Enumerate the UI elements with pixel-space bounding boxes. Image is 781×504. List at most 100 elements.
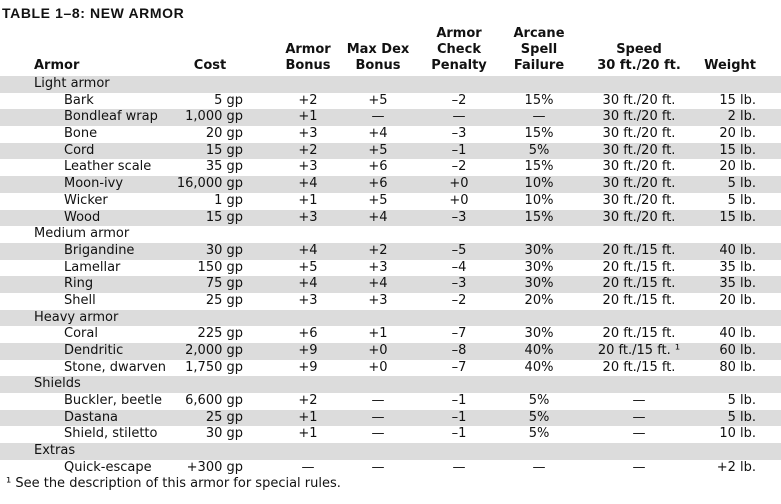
- armor-name: Dastana: [64, 409, 119, 425]
- speed-cell: 30 ft./20 ft.: [602, 92, 676, 108]
- check-penalty-cell: –1: [451, 409, 467, 425]
- spell-failure-cell: 40%: [524, 359, 554, 375]
- armor-bonus-cell: +6: [298, 326, 318, 342]
- armor-name: Dendritic: [64, 343, 124, 358]
- check-penalty-cell: –1: [451, 426, 467, 442]
- armor-bonus-cell: +4: [298, 276, 318, 292]
- check-penalty-cell: –1: [451, 142, 467, 158]
- cost-cell: 75 gp: [205, 276, 243, 292]
- spell-failure-cell: 30%: [524, 259, 554, 275]
- header-armor-bonus-2: Bonus: [285, 58, 331, 73]
- category-label: Medium armor: [34, 226, 130, 242]
- check-penalty-cell: –5: [451, 242, 467, 258]
- armor-name: Wicker: [64, 192, 108, 208]
- weight-cell: 5 lb.: [727, 176, 756, 192]
- max-dex-cell: +0: [368, 343, 388, 358]
- cost-cell: 1,000 gp: [185, 109, 243, 125]
- max-dex-cell: —: [371, 426, 385, 442]
- weight-cell: 80 lb.: [719, 359, 756, 375]
- max-dex-cell: +3: [368, 259, 388, 275]
- armor-name: Brigandine: [64, 242, 135, 258]
- armor-name: Shell: [64, 292, 96, 308]
- armor-bonus-cell: +3: [298, 159, 318, 175]
- weight-cell: 35 lb.: [719, 276, 756, 292]
- armor-name: Stone, dwarven: [64, 359, 166, 375]
- cost-cell: 1,750 gp: [185, 359, 243, 375]
- table-row: Wood 15 gp +3 +4 –3 15% 30 ft./20 ft. 15 lb.: [0, 209, 781, 227]
- table-row: Lamellar 150 gp +5 +3 –4 30% 20 ft./15 ft. 35 l…: [0, 260, 781, 277]
- max-dex-cell: +4: [368, 209, 388, 225]
- armor-name: Ring: [64, 276, 94, 292]
- armor-bonus-cell: +1: [298, 409, 318, 425]
- spell-failure-cell: 30%: [524, 276, 554, 292]
- max-dex-cell: +6: [368, 176, 388, 192]
- weight-cell: 10 lb.: [719, 426, 756, 442]
- table-row: Moon-ivy 16,000 gp +4 +6 +0 10% 30 ft./20 ft. 5…: [0, 176, 781, 193]
- armor-bonus-cell: +3: [298, 209, 318, 225]
- table-row: Wicker 1 gp +1 +5 +0 10% 30 ft./20 ft. 5 lb.: [0, 193, 781, 210]
- footnote: ¹ See the description of this armor for …: [6, 476, 341, 491]
- cost-cell: 16,000 gp: [176, 176, 243, 192]
- weight-cell: 5 lb.: [727, 393, 756, 409]
- max-dex-cell: +6: [368, 159, 388, 175]
- spell-failure-cell: 15%: [524, 159, 554, 175]
- speed-cell: 30 ft./20 ft.: [602, 142, 676, 158]
- max-dex-cell: +4: [368, 276, 388, 292]
- weight-cell: +2 lb.: [716, 459, 756, 475]
- speed-cell: —: [632, 409, 646, 425]
- check-penalty-cell: –2: [451, 159, 467, 175]
- category-row: Extras: [0, 443, 781, 460]
- header-cost: Cost: [193, 58, 227, 73]
- header-weight: Weight: [704, 58, 756, 73]
- table-row: Dastana 25 gp +1 — –1 5% — 5 lb.: [0, 409, 781, 427]
- header-armor: Armor: [34, 58, 80, 73]
- table-row: Quick-escape +300 gp — — — — — +2 lb.: [0, 460, 781, 477]
- armor-bonus-cell: +3: [298, 292, 318, 308]
- armor-name: Moon-ivy: [64, 176, 124, 192]
- armor-name: Shield, stiletto: [64, 426, 158, 442]
- max-dex-cell: +3: [368, 292, 388, 308]
- category-row: Medium armor: [0, 226, 781, 243]
- armor-bonus-cell: +1: [298, 192, 318, 208]
- armor-bonus-cell: —: [301, 459, 315, 475]
- header-asf-3: Failure: [513, 58, 565, 73]
- max-dex-cell: +4: [368, 126, 388, 142]
- category-label: Heavy armor: [34, 309, 119, 325]
- weight-cell: 40 lb.: [719, 326, 756, 342]
- speed-cell: —: [632, 459, 646, 475]
- check-penalty-cell: –7: [451, 326, 467, 342]
- speed-cell: 30 ft./20 ft.: [602, 159, 676, 175]
- armor-name: Cord: [64, 142, 95, 158]
- max-dex-cell: +5: [368, 92, 388, 108]
- cost-cell: 150 gp: [197, 259, 243, 275]
- category-label: Light armor: [34, 76, 110, 91]
- check-penalty-cell: –3: [451, 126, 467, 142]
- armor-bonus-cell: +2: [298, 393, 318, 409]
- spell-failure-cell: 10%: [524, 192, 554, 208]
- spell-failure-cell: —: [532, 459, 546, 475]
- header-speed-1: Speed: [616, 42, 662, 57]
- speed-cell: 30 ft./20 ft.: [602, 209, 676, 225]
- table-row: Bone 20 gp +3 +4 –3 15% 30 ft./20 ft. 20 lb.: [0, 126, 781, 143]
- spell-failure-cell: 5%: [528, 409, 550, 425]
- spell-failure-cell: 15%: [524, 92, 554, 108]
- category-row: Light armor: [0, 76, 781, 93]
- cost-cell: 15 gp: [205, 142, 243, 158]
- max-dex-cell: +1: [368, 326, 388, 342]
- header-acp-3: Penalty: [431, 58, 487, 73]
- header-asf-1: Arcane: [513, 26, 565, 41]
- table-row: Cord 15 gp +2 +5 –1 5% 30 ft./20 ft. 15 lb.: [0, 142, 781, 160]
- check-penalty-cell: –4: [451, 259, 467, 275]
- armor-name: Bone: [64, 126, 98, 142]
- max-dex-cell: +0: [368, 359, 388, 375]
- cost-cell: 5 gp: [214, 92, 243, 108]
- max-dex-cell: —: [371, 393, 385, 409]
- check-penalty-cell: —: [452, 459, 466, 475]
- check-penalty-cell: –8: [451, 343, 467, 358]
- header-max-dex-2: Bonus: [355, 58, 401, 73]
- table-row: Coral 225 gp +6 +1 –7 30% 20 ft./15 ft. 40 lb.: [0, 326, 781, 343]
- cost-cell: 30 gp: [205, 242, 243, 258]
- speed-cell: 20 ft./15 ft.: [602, 359, 676, 375]
- cost-cell: 20 gp: [205, 126, 243, 142]
- category-label: Extras: [34, 443, 76, 459]
